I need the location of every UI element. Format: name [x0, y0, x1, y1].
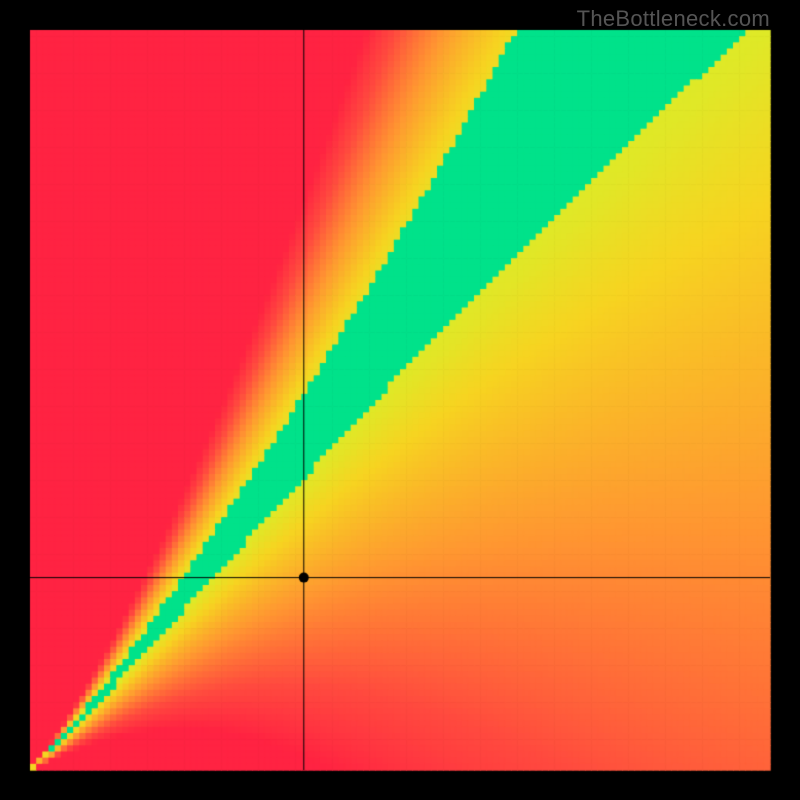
watermark-label: TheBottleneck.com: [577, 6, 770, 32]
bottleneck-heatmap-canvas: [0, 0, 800, 800]
bottleneck-heatmap-container: TheBottleneck.com: [0, 0, 800, 800]
